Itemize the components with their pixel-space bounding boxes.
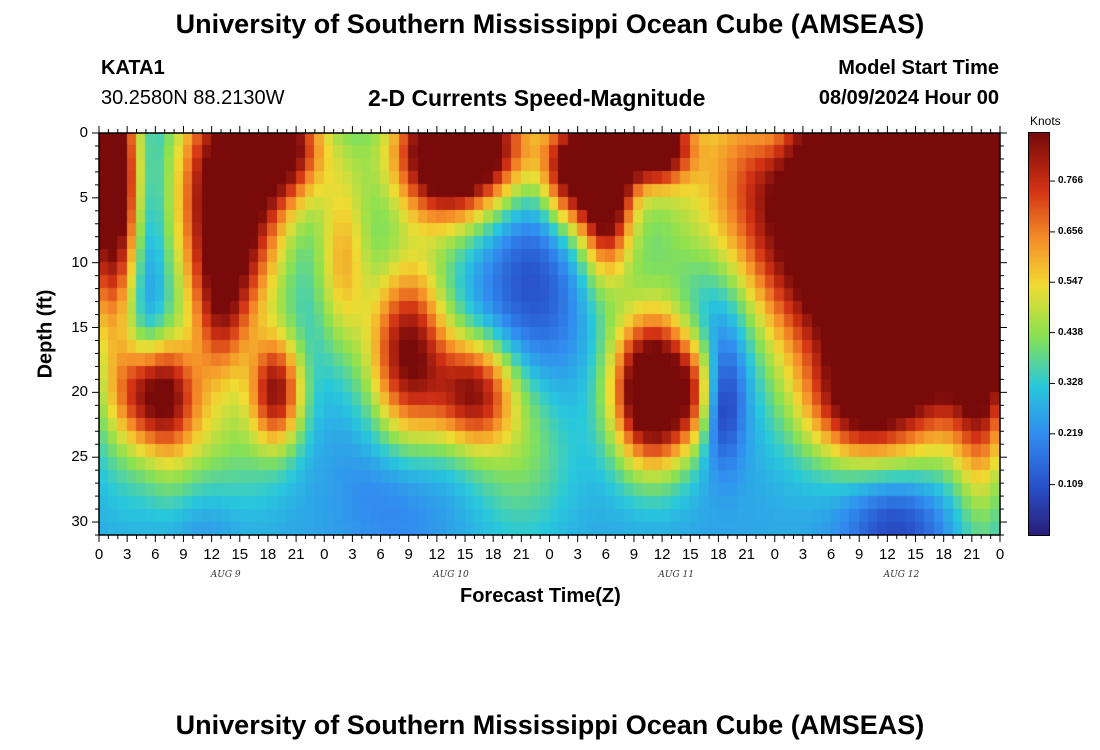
colorbar-tick-label: 0.328 [1058, 377, 1084, 389]
model-start-value: 08/09/2024 Hour 00 [818, 87, 999, 109]
x-tick-label: 0 [995, 546, 1005, 563]
x-tick-label: 6 [601, 546, 610, 563]
model-start-label: Model Start Time [838, 57, 999, 79]
x-tick-label: 3 [348, 546, 357, 563]
day-label: AUG 10 [433, 570, 469, 580]
x-tick-label: 3 [122, 546, 132, 563]
y-tick-label: 10 [71, 253, 88, 271]
colorbar-tick-label: 0.656 [1058, 225, 1084, 237]
x-tick-label: 15 [456, 546, 474, 563]
x-tick-label: 18 [484, 546, 502, 563]
x-tick-label: 9 [629, 546, 639, 563]
x-tick-label: 15 [231, 546, 249, 563]
y-tick-label: 25 [71, 448, 88, 466]
x-tick-label: 15 [907, 546, 924, 563]
day-label: AUG 12 [883, 570, 920, 580]
colorbar-tick-label: 0.547 [1058, 276, 1084, 288]
colorbar-tick-label: 0.438 [1058, 326, 1084, 338]
x-tick-label: 6 [376, 546, 385, 563]
x-tick-label: 0 [770, 546, 779, 563]
x-tick-label: 3 [798, 546, 808, 563]
colorbar-tick-label: 0.109 [1058, 478, 1084, 490]
chart-subtitle: 2-D Currents Speed-Magnitude [368, 85, 706, 111]
x-tick-label: 9 [179, 546, 188, 563]
colorbar-tick-label: 0.766 [1058, 175, 1084, 187]
colorbar-label: Knots [1030, 114, 1061, 128]
station-coords: 30.2580N 88.2130W [101, 87, 285, 109]
footer-title: University of Southern Mississippi Ocean… [175, 710, 925, 740]
plot-frame [98, 132, 1001, 536]
station-id: KATA1 [101, 57, 165, 79]
y-tick-label: 15 [71, 318, 88, 336]
x-tick-label: 21 [513, 546, 530, 563]
y-tick-label: 30 [71, 513, 88, 531]
x-tick-label: 9 [404, 546, 413, 563]
colorbar-tick-label: 0.219 [1058, 427, 1084, 439]
x-tick-label: 9 [855, 546, 864, 563]
day-label: AUG 11 [658, 570, 694, 580]
x-tick-label: 21 [738, 546, 755, 563]
day-label: AUG 9 [210, 570, 241, 580]
y-tick-label: 0 [79, 124, 88, 141]
x-axis-label: Forecast Time(Z) [460, 585, 621, 607]
chart-title: University of Southern Mississippi Ocean… [175, 9, 925, 39]
x-tick-label: 21 [287, 546, 305, 563]
x-tick-label: 21 [963, 546, 981, 563]
x-tick-label: 0 [94, 546, 104, 563]
x-tick-label: 18 [710, 546, 727, 563]
x-tick-label: 15 [681, 546, 699, 563]
x-tick-label: 12 [428, 546, 446, 563]
x-tick-label: 0 [545, 546, 554, 563]
x-tick-label: 12 [203, 546, 220, 563]
x-tick-label: 12 [653, 546, 671, 563]
y-tick-label: 5 [79, 188, 88, 206]
colorbar [1029, 133, 1049, 535]
y-tick-label: 20 [71, 383, 88, 401]
x-tick-label: 6 [826, 546, 836, 563]
x-tick-label: 0 [320, 546, 329, 563]
x-tick-label: 18 [935, 546, 953, 563]
x-tick-label: 18 [259, 546, 277, 563]
heatmap-plot [99, 133, 1000, 535]
y-axis-label: Depth (ft) [34, 289, 57, 379]
x-tick-label: 12 [879, 546, 896, 563]
x-tick-label: 3 [573, 546, 582, 563]
x-tick-label: 6 [151, 546, 160, 563]
